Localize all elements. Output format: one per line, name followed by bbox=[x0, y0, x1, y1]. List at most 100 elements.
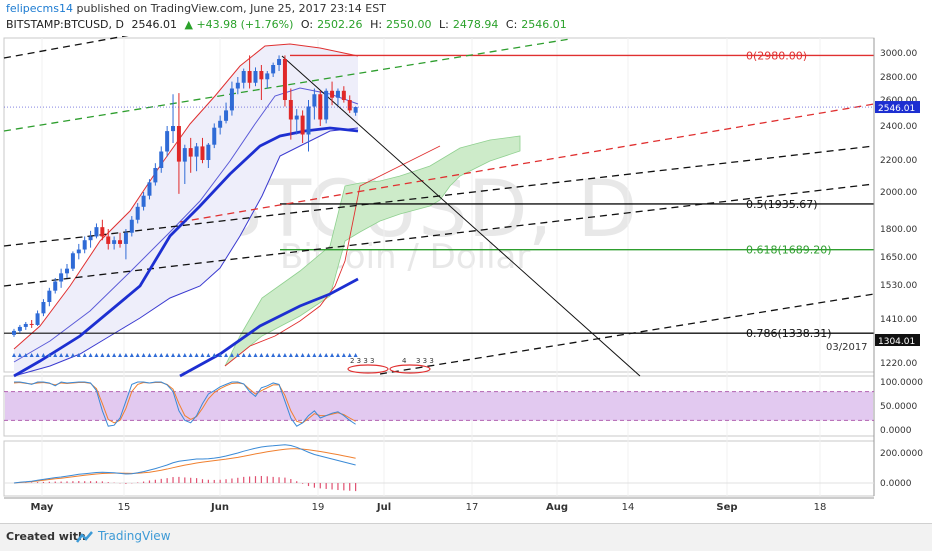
candle-body bbox=[118, 240, 123, 244]
candle-body bbox=[282, 59, 287, 100]
signal-marker bbox=[294, 353, 299, 357]
signal-marker bbox=[318, 353, 323, 357]
signal-marker bbox=[153, 353, 158, 357]
signal-marker bbox=[335, 353, 340, 357]
signal-marker bbox=[271, 353, 276, 357]
low-value: 2478.94 bbox=[452, 18, 499, 31]
signal-marker bbox=[282, 353, 287, 357]
candle-body bbox=[159, 151, 164, 168]
fib-label: 0.618(1689.20) bbox=[746, 244, 832, 257]
bollinger-fill bbox=[14, 44, 358, 376]
last-price: 2546.01 bbox=[131, 18, 177, 31]
signal-marker bbox=[194, 353, 199, 357]
macd-axis-label: 0.0000 bbox=[880, 479, 912, 489]
candle-body bbox=[318, 94, 323, 120]
price-axis-label: 2600.00 bbox=[880, 96, 917, 106]
signal-marker bbox=[353, 353, 358, 357]
close-label: C: bbox=[505, 18, 518, 31]
signal-marker bbox=[312, 353, 317, 357]
candle-body bbox=[147, 182, 152, 196]
stoch-axis-label: 100.0000 bbox=[880, 378, 923, 388]
candle-body bbox=[53, 281, 58, 291]
signal-marker bbox=[12, 353, 16, 357]
date-note: 03/2017 bbox=[826, 342, 868, 353]
published-text: published on TradingView.com, June 25, 2… bbox=[76, 2, 386, 15]
time-axis-label: 14 bbox=[622, 502, 635, 513]
candle-body bbox=[100, 227, 105, 237]
signal-marker bbox=[76, 353, 81, 357]
descending-trendline bbox=[281, 55, 641, 377]
tradingview-brand[interactable]: TradingView bbox=[98, 529, 171, 543]
signal-marker bbox=[324, 353, 329, 357]
candle-body bbox=[141, 195, 146, 207]
candle-body bbox=[29, 323, 34, 325]
event-label-a: 2 3 3 3 bbox=[350, 357, 375, 365]
signal-marker bbox=[253, 353, 258, 357]
signal-marker bbox=[129, 353, 134, 357]
candle-body bbox=[206, 144, 211, 160]
candle-body bbox=[247, 71, 252, 83]
signal-marker bbox=[288, 353, 293, 357]
candle-body bbox=[12, 330, 16, 335]
candle-body bbox=[17, 326, 22, 331]
signal-marker bbox=[59, 353, 64, 357]
signal-marker bbox=[300, 353, 305, 357]
candle-body bbox=[294, 115, 299, 120]
candle-body bbox=[341, 90, 346, 100]
high-value: 2550.00 bbox=[386, 18, 432, 31]
time-axis-label: 19 bbox=[312, 502, 325, 513]
price-axis-label: 1530.00 bbox=[880, 281, 917, 291]
time-axis-label: Jul bbox=[376, 502, 391, 513]
ichimoku-cloud bbox=[224, 135, 521, 367]
signal-marker bbox=[259, 353, 264, 357]
signal-marker bbox=[341, 353, 346, 357]
macd-axis-label: 200.0000 bbox=[880, 449, 923, 459]
candle-body bbox=[47, 290, 52, 302]
candle-body bbox=[171, 126, 176, 132]
candle-body bbox=[194, 146, 199, 157]
time-axis-label: Sep bbox=[716, 502, 737, 513]
time-axis-label: 15 bbox=[118, 502, 131, 513]
signal-marker bbox=[135, 353, 140, 357]
open-label: O: bbox=[300, 18, 314, 31]
symbol-label: BITSTAMP:BTCUSD, D bbox=[6, 18, 124, 31]
price-axis-label: 1220.00 bbox=[880, 359, 917, 369]
last-price-label: 2546.01 bbox=[878, 104, 915, 114]
candle-body bbox=[41, 302, 46, 314]
event-box-a bbox=[347, 364, 389, 374]
price-axis-label: 1650.00 bbox=[880, 253, 917, 263]
candle-body bbox=[188, 148, 193, 157]
last-price-badge bbox=[875, 101, 920, 114]
created-with-label: Created with bbox=[6, 530, 86, 543]
signal-marker bbox=[123, 353, 128, 357]
time-axis-label: Jun bbox=[210, 502, 229, 513]
signal-marker bbox=[200, 353, 205, 357]
event-box-b bbox=[389, 364, 431, 374]
event-label-b: 4 bbox=[402, 357, 407, 365]
candle-body bbox=[347, 100, 352, 111]
publish-line: felipecms14 published on TradingView.com… bbox=[6, 2, 386, 15]
signal-marker bbox=[212, 353, 217, 357]
candle-body bbox=[306, 106, 311, 135]
macd-pane-frame bbox=[3, 440, 875, 497]
signal-marker bbox=[347, 353, 352, 357]
candle-body bbox=[212, 127, 217, 145]
signal-marker bbox=[41, 353, 46, 357]
author-link[interactable]: felipecms14 bbox=[6, 2, 73, 15]
signal-marker bbox=[53, 353, 58, 357]
low-label: L: bbox=[439, 18, 449, 31]
candle-body bbox=[129, 219, 134, 233]
channel-dashed-line bbox=[3, 36, 129, 59]
bollinger-upper bbox=[13, 43, 359, 350]
signal-marker bbox=[141, 353, 146, 357]
signal-marker bbox=[88, 353, 93, 357]
close-value: 2546.01 bbox=[521, 18, 567, 31]
candle-body bbox=[235, 82, 240, 89]
time-axis-label: Aug bbox=[546, 502, 568, 513]
fib-label: 0.5(1935.67) bbox=[746, 198, 818, 211]
signal-marker bbox=[35, 353, 40, 357]
stoch-k-line bbox=[14, 381, 356, 427]
fib-label: 0(2980.00) bbox=[746, 49, 807, 62]
candle-body bbox=[165, 131, 170, 152]
